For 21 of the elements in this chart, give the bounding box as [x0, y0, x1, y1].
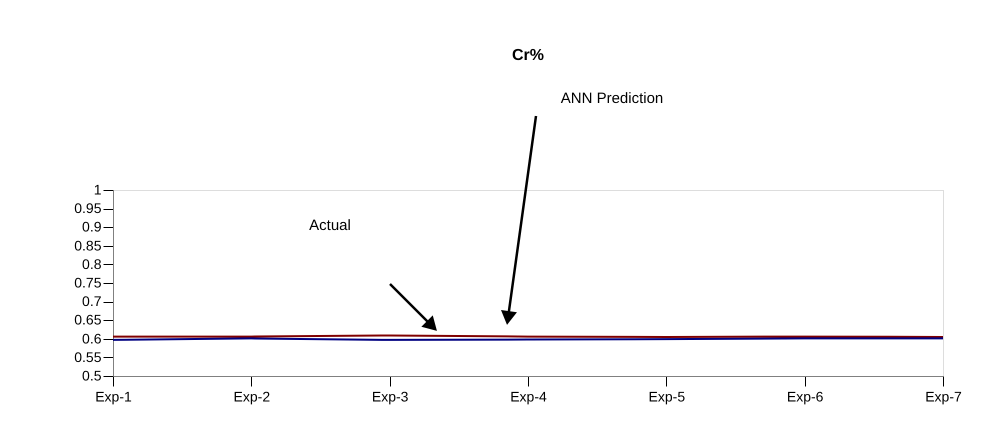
x-tick-label: Exp-7 [925, 388, 962, 404]
x-tick-label: Exp-6 [786, 388, 824, 404]
y-tick-label: 0.9 [82, 218, 102, 235]
y-tick-label: 1 [94, 182, 102, 198]
y-tick-label: 0.5 [82, 368, 102, 384]
chart-title: Cr% [512, 47, 544, 64]
annotation: Actual [309, 217, 351, 234]
y-tick-label: 0.6 [82, 330, 102, 346]
y-tick-label: 0.55 [74, 348, 102, 365]
x-tick-label: Exp-4 [510, 388, 547, 404]
x-tick-label: Exp-2 [234, 388, 270, 404]
y-tick-label: 0.75 [74, 274, 102, 290]
x-tick-label: Exp-3 [372, 388, 409, 404]
x-tick-label: Exp-5 [648, 388, 686, 404]
y-tick-label: 0.8 [82, 256, 102, 272]
y-tick-label: 0.95 [74, 200, 102, 216]
y-tick-label: 0.7 [82, 293, 102, 310]
y-tick-label: 0.85 [74, 237, 102, 254]
y-tick-label: 0.65 [74, 312, 102, 328]
text: ANN Prediction [560, 90, 664, 107]
x-tick-label: Exp-1 [95, 388, 132, 404]
